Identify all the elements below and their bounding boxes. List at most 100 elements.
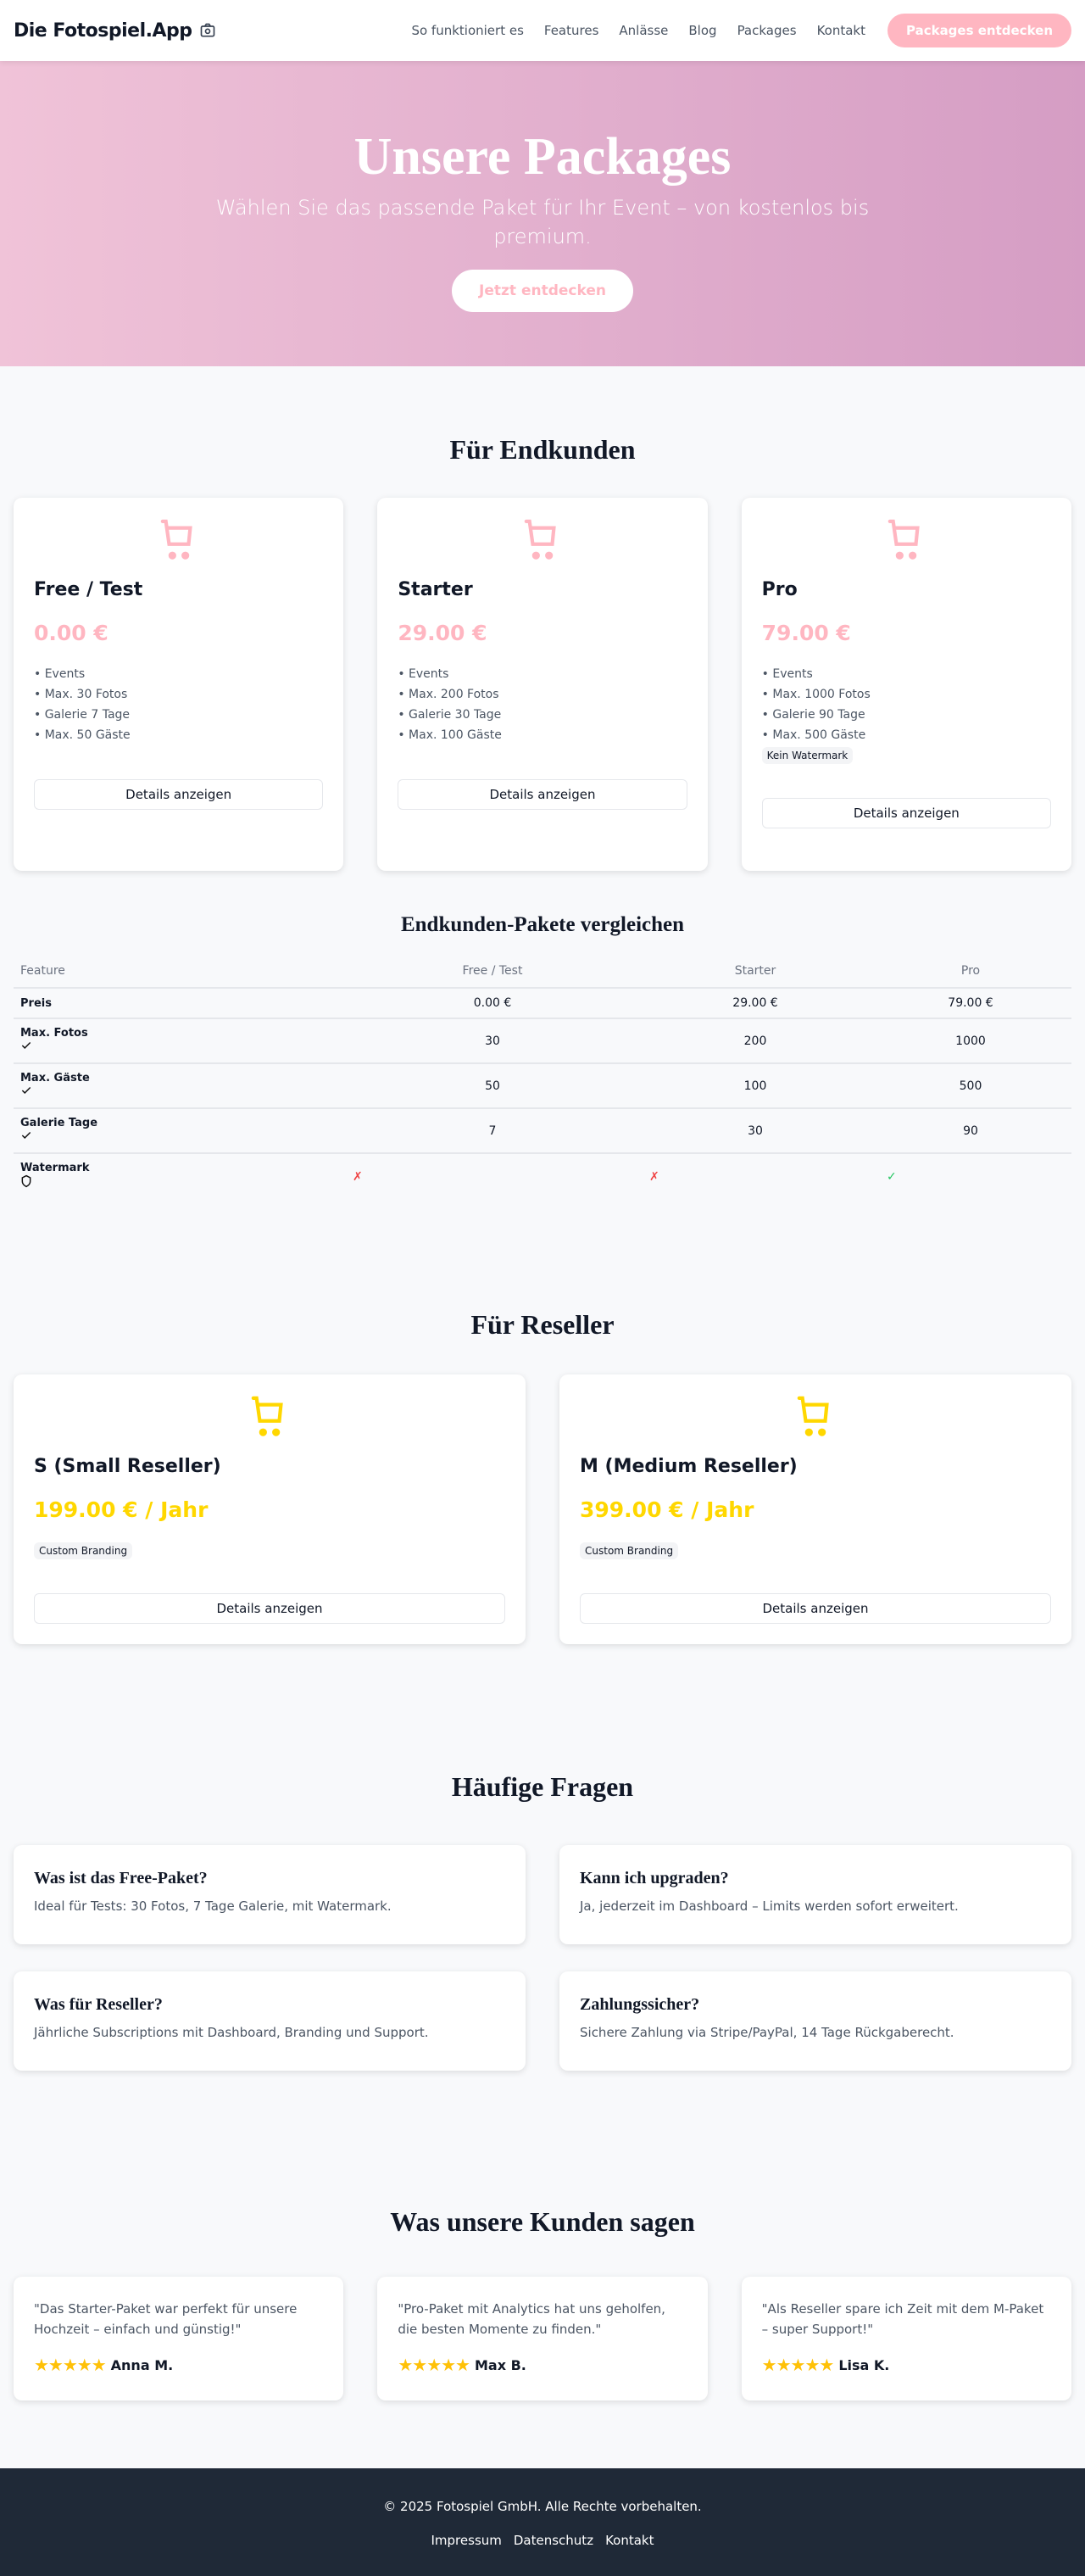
col-header: Feature xyxy=(14,954,344,989)
faq-list: Was ist das Free-Paket? Ideal für Tests: … xyxy=(0,1845,1085,2071)
endkunden-cards: Free / Test 0.00 € • Events • Max. 30 Fot… xyxy=(0,498,1085,871)
logo[interactable]: Die Fotospiel.App xyxy=(14,20,216,42)
copyright: © 2025 Fotospiel GmbH. Alle Rechte vorbe… xyxy=(383,2499,702,2514)
package-name: Starter xyxy=(398,579,473,600)
packages-entdecken-button[interactable]: Packages entdecken xyxy=(887,14,1071,47)
testimonial-author: Lisa K. xyxy=(838,2356,890,2373)
check-icon: ✓ xyxy=(887,1169,897,1184)
faq-question: Was ist das Free-Paket? xyxy=(34,1869,208,1887)
shield-icon xyxy=(21,1174,31,1188)
faq-question: Was für Reseller? xyxy=(34,1995,163,2014)
star-rating-icon: ★★★★★ xyxy=(398,2355,470,2375)
faq-item: Was für Reseller? Jährliche Subscriptions… xyxy=(14,1971,526,2071)
table-row: Max. Fotos 30 200 1000 xyxy=(14,1018,1071,1064)
faq-answer: Sichere Zahlung via Stripe/PayPal, 14 Ta… xyxy=(580,2025,954,2040)
package-name: S (Small Reseller) xyxy=(34,1456,221,1477)
table-row: Galerie Tage 7 30 90 xyxy=(14,1108,1071,1154)
package-card: Starter 29.00 € • Events • Max. 200 Fotos… xyxy=(377,498,708,871)
feature-item: • Max. 1000 Fotos xyxy=(761,688,871,701)
feature-item: • Max. 500 Gäste xyxy=(761,728,866,742)
reseller-card: S (Small Reseller) 199.00 € / Jahr Custo… xyxy=(14,1374,526,1644)
feature-badge: Kein Watermark xyxy=(761,747,854,764)
faq-item: Was ist das Free-Paket? Ideal für Tests: … xyxy=(14,1845,526,1944)
compare-table: Feature Free / Test Starter Pro Preis 0.… xyxy=(14,954,1071,1199)
cart-icon xyxy=(160,519,192,560)
feature-item: • Max. 50 Gäste xyxy=(34,728,131,742)
col-header: Pro xyxy=(870,954,1071,989)
reseller-cards: S (Small Reseller) 199.00 € / Jahr Custo… xyxy=(0,1374,1085,1644)
table-cell: 200 xyxy=(641,1018,870,1064)
table-cell: 90 xyxy=(870,1108,1071,1154)
package-card: Pro 79.00 € • Events • Max. 1000 Fotos • G… xyxy=(741,498,1071,871)
table-cell: 7 xyxy=(344,1108,641,1154)
testimonial-card: "Pro-Paket mit Analytics hat uns geholfe… xyxy=(377,2277,708,2400)
table-row: Preis 0.00 €29.00 €79.00 € xyxy=(14,988,1071,1019)
table-cell: 1000 xyxy=(870,1018,1071,1064)
feature-badge: Custom Branding xyxy=(34,1542,133,1559)
details-button[interactable]: Details anzeigen xyxy=(34,1593,505,1624)
feature-item: • Galerie 30 Tage xyxy=(398,708,502,722)
footer-link-datenschutz[interactable]: Datenschutz xyxy=(513,2533,594,2548)
cart-icon xyxy=(888,519,921,560)
package-price: 399.00 € / Jahr xyxy=(580,1497,754,1522)
table-row: Watermark ✗ ✗ ✓ xyxy=(14,1153,1071,1199)
jetzt-entdecken-button[interactable]: Jetzt entdecken xyxy=(452,270,633,312)
endkunden-title: Für Endkunden xyxy=(449,434,636,465)
package-name: Pro xyxy=(761,579,798,600)
faq-answer: Jährliche Subscriptions mit Dashboard, B… xyxy=(34,2025,429,2040)
table-cell: 100 xyxy=(641,1063,870,1109)
details-button[interactable]: Details anzeigen xyxy=(398,779,687,810)
camera-icon xyxy=(200,23,214,37)
feature-label: Max. Fotos xyxy=(20,1027,88,1040)
feature-label: Preis xyxy=(20,996,52,1010)
faq-question: Zahlungssicher? xyxy=(580,1995,700,2014)
details-button[interactable]: Details anzeigen xyxy=(580,1593,1051,1624)
reseller-title: Für Reseller xyxy=(470,1309,615,1340)
feature-label: Galerie Tage xyxy=(20,1117,98,1129)
cart-icon xyxy=(797,1396,829,1436)
faq-answer: Ja, jederzeit im Dashboard – Limits werd… xyxy=(580,1899,959,1914)
feature-badge: Custom Branding xyxy=(580,1542,679,1559)
feature-item: • Galerie 7 Tage xyxy=(34,708,131,722)
testimonials: "Das Starter-Paket war perfekt für unser… xyxy=(0,2277,1085,2400)
hero-title: Unsere Packages xyxy=(353,128,732,186)
x-icon: ✗ xyxy=(353,1169,363,1184)
table-cell: 30 xyxy=(641,1108,870,1154)
col-header: Free / Test xyxy=(344,954,641,989)
check-icon xyxy=(21,1086,31,1094)
package-name: Free / Test xyxy=(34,579,143,600)
nav-link-features[interactable]: Features xyxy=(543,23,599,38)
feature-item: • Max. 100 Gäste xyxy=(398,728,502,742)
hero: Unsere Packages Wählen Sie das passende … xyxy=(0,61,1085,366)
nav-link-so-funktioniert-es[interactable]: So funktioniert es xyxy=(411,23,524,38)
nav-link-kontakt[interactable]: Kontakt xyxy=(816,23,865,38)
package-price: 199.00 € / Jahr xyxy=(34,1497,209,1522)
testimonials-title: Was unsere Kunden sagen xyxy=(390,2206,695,2237)
check-icon xyxy=(21,1041,31,1049)
testimonial-card: "Als Reseller spare ich Zeit mit dem M-P… xyxy=(741,2277,1071,2400)
faq-answer: Ideal für Tests: 30 Fotos, 7 Tage Galeri… xyxy=(34,1899,392,1914)
cart-icon xyxy=(251,1396,283,1436)
table-cell: 29.00 € xyxy=(641,988,870,1019)
details-button[interactable]: Details anzeigen xyxy=(761,798,1051,828)
feature-item: • Galerie 90 Tage xyxy=(761,708,865,722)
nav-link-blog[interactable]: Blog xyxy=(688,23,717,38)
details-button[interactable]: Details anzeigen xyxy=(34,779,324,810)
footer-link-impressum[interactable]: Impressum xyxy=(431,2533,502,2548)
star-rating-icon: ★★★★★ xyxy=(761,2355,835,2375)
testimonial-author: Max B. xyxy=(474,2356,526,2373)
top-nav: Die Fotospiel.App So funktioniert es Fea… xyxy=(0,0,1085,61)
footer: © 2025 Fotospiel GmbH. Alle Rechte vorbe… xyxy=(0,2468,1085,2576)
feature-item: • Events xyxy=(761,667,813,681)
logo-text: Die Fotospiel.App xyxy=(14,20,192,42)
cart-icon xyxy=(524,519,556,560)
testimonial-text: "Das Starter-Paket war perfekt für unser… xyxy=(34,2301,298,2337)
feature-item: • Events xyxy=(34,667,86,681)
hero-subtitle: Wählen Sie das passende Paket für Ihr Ev… xyxy=(215,196,870,248)
star-rating-icon: ★★★★★ xyxy=(34,2355,107,2375)
footer-link-kontakt[interactable]: Kontakt xyxy=(605,2533,654,2548)
nav-link-packages[interactable]: Packages xyxy=(737,23,797,38)
feature-label: Max. Gäste xyxy=(20,1072,90,1084)
table-cell: 79.00 € xyxy=(870,988,1071,1019)
nav-link-anlaesse[interactable]: Anlässe xyxy=(619,23,669,38)
